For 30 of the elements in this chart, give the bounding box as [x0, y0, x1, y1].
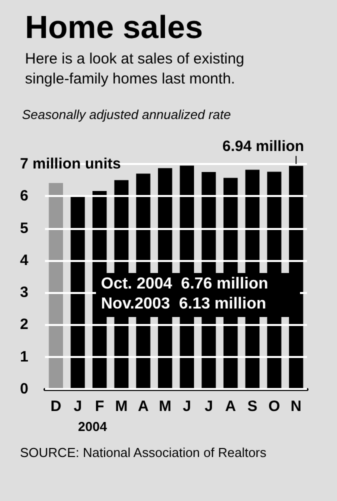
- x-tick-label: A: [138, 398, 149, 415]
- x-tick-label: O: [268, 398, 280, 415]
- y-tick-label: 2: [20, 316, 28, 334]
- bar: [48, 182, 64, 389]
- annotation: Nov.2003 6.13 million: [101, 296, 266, 312]
- x-tick-label: M: [115, 398, 128, 415]
- y-tick-label: 0: [20, 380, 28, 398]
- x-tick-label: A: [225, 398, 236, 415]
- x-tick-label: D: [50, 398, 62, 415]
- y-tick-label: 5: [20, 220, 28, 237]
- x-tick-label: M: [158, 398, 172, 415]
- annotation: 6.94 million: [222, 138, 304, 155]
- annotation: Oct. 2004 6.76 million: [101, 276, 268, 292]
- x-tick-label: J: [74, 398, 82, 415]
- x-tick-label: N: [290, 398, 302, 415]
- x-tick-label: J: [182, 398, 192, 415]
- text: 2004: [78, 419, 108, 434]
- x-tick-label: J: [204, 398, 213, 415]
- x-tick-label: S: [247, 398, 258, 415]
- y-tick-label: 6: [20, 188, 28, 205]
- y-tick-label: 7 million units: [20, 156, 121, 172]
- source-note: SOURCE: National Association of Realtors: [20, 445, 267, 460]
- text: Seasonally adjusted annualized rate: [22, 107, 231, 122]
- y-tick-label: 4: [20, 252, 29, 269]
- y-tick-label: 1: [20, 348, 28, 366]
- y-tick-label: 3: [20, 284, 28, 302]
- chart-subtitle: Here is a look at sales of existing single-family homes last month.: [25, 50, 244, 88]
- bar: [70, 196, 85, 389]
- x-tick-label: F: [94, 398, 104, 415]
- chart-title: Home sales: [25, 9, 203, 45]
